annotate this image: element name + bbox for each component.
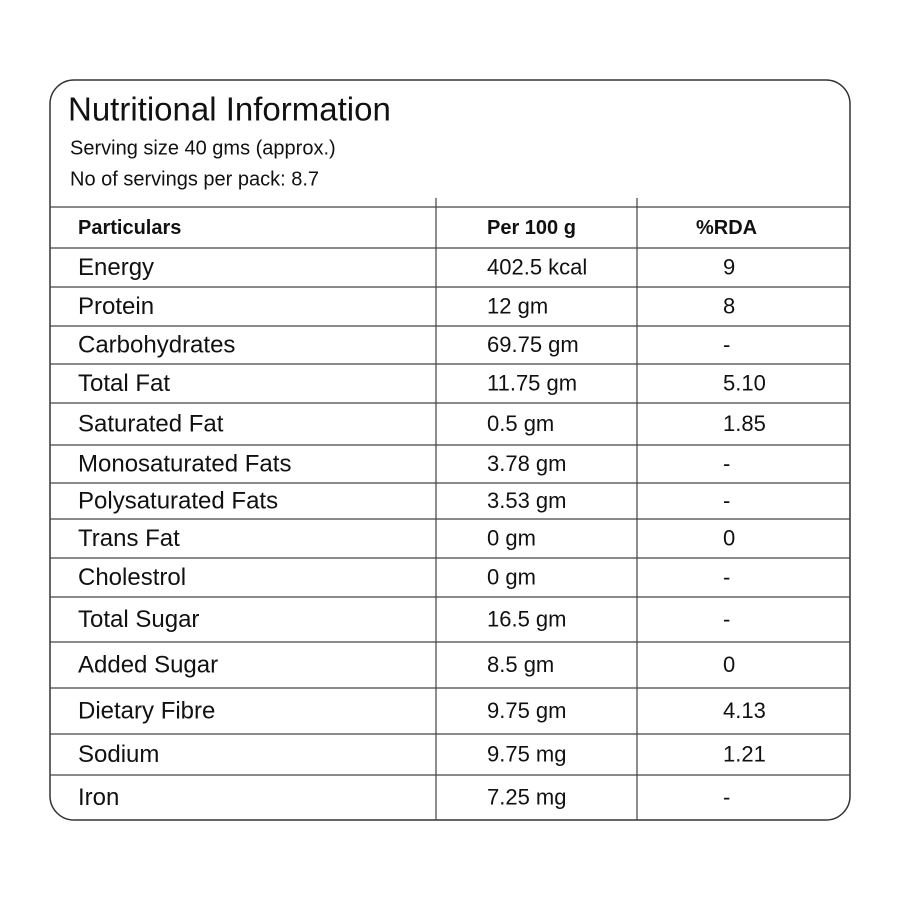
column-header: %RDA <box>696 217 757 239</box>
per-100g: 0.5 gm <box>487 411 554 436</box>
column-header: Per 100 g <box>487 217 576 239</box>
row-label: Added Sugar <box>78 651 218 678</box>
row-label: Monosaturated Fats <box>78 450 291 477</box>
serving-size: Serving size 40 gms (approx.) <box>70 137 336 159</box>
row-label: Sodium <box>78 741 159 768</box>
rda: 8 <box>723 293 735 318</box>
rda: - <box>723 451 730 476</box>
column-header: Particulars <box>78 217 181 239</box>
row-label: Iron <box>78 784 119 811</box>
title: Nutritional Information <box>68 91 391 128</box>
row-label: Polysaturated Fats <box>78 487 278 514</box>
rda: 9 <box>723 254 735 279</box>
rda: - <box>723 488 730 513</box>
row-label: Saturated Fat <box>78 410 224 437</box>
per-100g: 16.5 gm <box>487 606 567 631</box>
rda: 1.85 <box>723 411 766 436</box>
rda: - <box>723 606 730 631</box>
table: Particulars Per 100 g %RDA Energy 402.5 kcal… <box>50 206 850 811</box>
row-label: Cholestrol <box>78 564 186 591</box>
rda: - <box>723 564 730 589</box>
per-100g: 0 gm <box>487 525 536 550</box>
rda: 5.10 <box>723 370 766 395</box>
per-100g: 69.75 gm <box>487 332 579 357</box>
servings-per-pack: No of servings per pack: 8.7 <box>70 168 319 190</box>
rda: 1.21 <box>723 741 766 766</box>
rda: 4.13 <box>723 698 766 723</box>
per-100g: 402.5 kcal <box>487 254 587 279</box>
row-label: Dietary Fibre <box>78 697 215 724</box>
row-label: Carbohydrates <box>78 331 235 358</box>
card-border <box>49 79 851 821</box>
per-100g: 7.25 mg <box>487 784 567 809</box>
rda: - <box>723 332 730 357</box>
row-label: Protein <box>78 293 154 320</box>
per-100g: 12 gm <box>487 293 548 318</box>
per-100g: 0 gm <box>487 564 536 589</box>
row-label: Total Sugar <box>78 606 199 633</box>
per-100g: 11.75 gm <box>487 370 577 395</box>
row-label: Trans Fat <box>78 525 180 552</box>
per-100g: 8.5 gm <box>487 652 554 677</box>
rda: - <box>723 784 730 809</box>
per-100g: 3.53 gm <box>487 488 567 513</box>
rda: 0 <box>723 652 735 677</box>
per-100g: 9.75 gm <box>487 698 567 723</box>
per-100g: 3.78 gm <box>487 451 567 476</box>
row-label: Total Fat <box>78 370 170 397</box>
rda: 0 <box>723 525 735 550</box>
row-label: Energy <box>78 254 154 281</box>
per-100g: 9.75 mg <box>487 741 567 766</box>
